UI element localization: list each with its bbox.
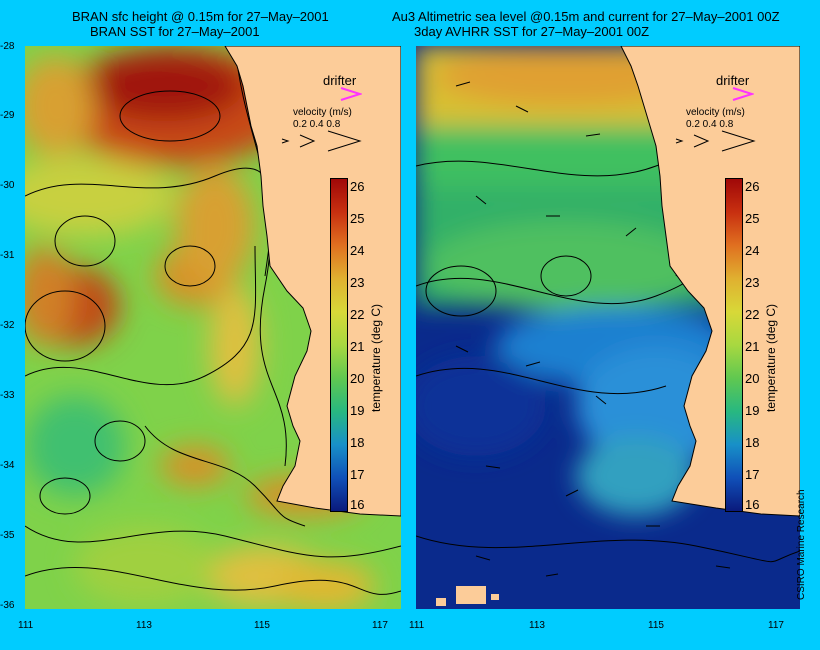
cbar-tick: 20	[350, 371, 365, 386]
current-arrows	[455, 81, 731, 577]
cloud-mask-patches	[436, 586, 499, 606]
y-tick-label: -30	[0, 180, 15, 191]
y-tick-label: -35	[0, 530, 15, 541]
right-title-line1: Au3 Altimetric sea level @0.15m and curr…	[392, 9, 780, 24]
cbar-unit-label: temperature (deg C)	[369, 303, 383, 412]
magenta-chevron-icon	[732, 87, 754, 101]
cbar-tick: 18	[745, 435, 760, 450]
y-tick-label: -36	[0, 600, 15, 611]
cbar-unit-label: temperature (deg C)	[764, 303, 778, 412]
x-tick-label: 115	[254, 620, 270, 631]
cbar-tick: 22	[350, 307, 365, 322]
cbar-tick: 16	[350, 497, 365, 512]
cbar-tick: 22	[745, 307, 760, 322]
credit-label: CSIRO Marine Research	[796, 489, 807, 600]
velocity-values: 0.2 0.4 0.8	[686, 119, 734, 130]
cbar-tick: 21	[745, 339, 760, 354]
cbar-tick: 16	[745, 497, 760, 512]
colorbar-gradient	[330, 178, 348, 512]
y-tick-label: -32	[0, 320, 15, 331]
x-tick-label: 111	[18, 620, 34, 631]
x-tick-label: 113	[136, 620, 152, 631]
drifter-label: drifter	[716, 73, 750, 88]
cbar-tick: 17	[350, 467, 365, 482]
cbar-tick: 18	[350, 435, 365, 450]
cbar-tick: 23	[745, 275, 760, 290]
left-title-line2: BRAN SST for 27–May–2001	[90, 24, 260, 39]
colorbar-gradient	[725, 178, 743, 512]
cbar-tick: 25	[745, 211, 760, 226]
x-tick-label: 117	[768, 620, 784, 631]
cbar-tick: 20	[745, 371, 760, 386]
x-tick-label: 117	[372, 620, 388, 631]
left-title-line1: BRAN sfc height @ 0.15m for 27–May–2001	[72, 9, 329, 24]
cbar-tick: 24	[745, 243, 760, 258]
velocity-label: velocity (m/s)	[686, 107, 745, 118]
cbar-tick: 21	[350, 339, 365, 354]
velocity-label: velocity (m/s)	[293, 107, 352, 118]
y-tick-label: -33	[0, 390, 15, 401]
cbar-tick: 17	[745, 467, 760, 482]
sst-field-left	[25, 46, 375, 609]
x-tick-label: 113	[529, 620, 545, 631]
cbar-tick: 26	[745, 179, 760, 194]
y-tick-label: -34	[0, 460, 15, 471]
y-tick-label: -31	[0, 250, 15, 261]
cbar-tick: 24	[350, 243, 365, 258]
cbar-tick: 25	[350, 211, 365, 226]
arrow-icon	[281, 130, 362, 152]
x-tick-label: 115	[648, 620, 664, 631]
cbar-tick: 19	[350, 403, 365, 418]
land-mass-left	[224, 46, 401, 517]
y-tick-label: -29	[0, 110, 15, 121]
cbar-tick: 19	[745, 403, 760, 418]
cbar-tick: 26	[350, 179, 365, 194]
arrow-icon	[675, 130, 756, 152]
magenta-chevron-icon	[340, 87, 362, 101]
x-tick-label: 111	[409, 620, 425, 631]
drifter-label: drifter	[323, 73, 357, 88]
right-title-line2: 3day AVHRR SST for 27–May–2001 00Z	[414, 24, 650, 39]
velocity-values: 0.2 0.4 0.8	[293, 119, 341, 130]
land-mass-right	[620, 46, 800, 517]
y-tick-label: -28	[0, 41, 15, 52]
cbar-tick: 23	[350, 275, 365, 290]
